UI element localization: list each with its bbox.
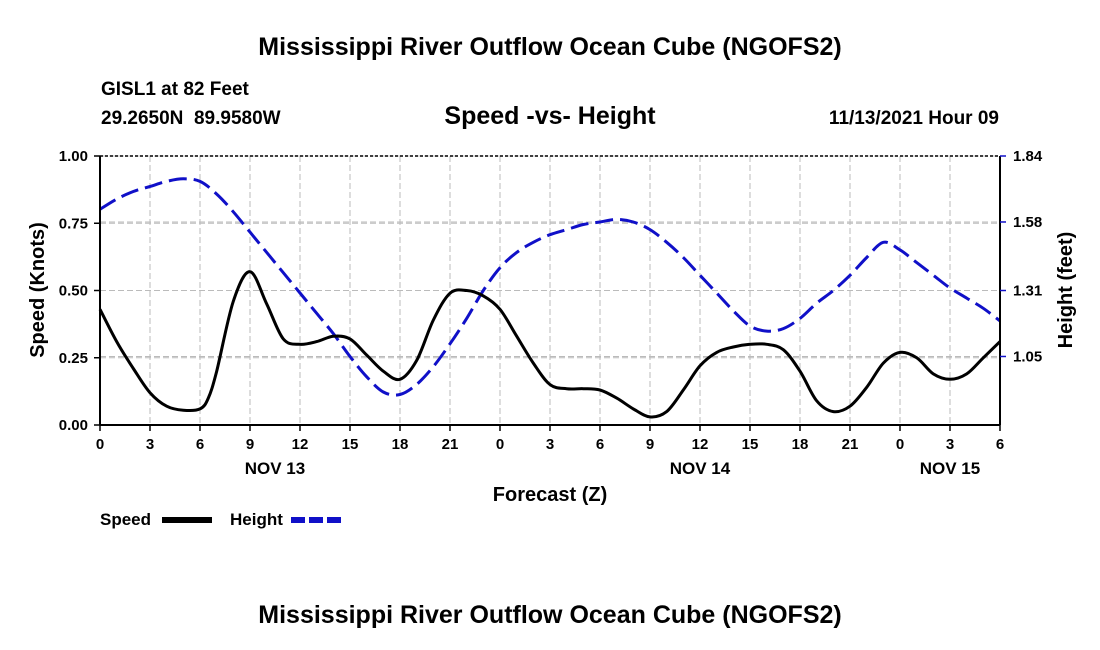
- y-tick-label: 0.50: [59, 283, 88, 300]
- series-group: [98, 177, 1002, 419]
- x-tick-label: 3: [546, 436, 554, 453]
- day-label: NOV 14: [670, 459, 731, 478]
- x-tick-label: 6: [196, 436, 204, 453]
- x-tick-label: 12: [292, 436, 309, 453]
- x-axis-label: Forecast (Z): [493, 484, 607, 506]
- x-tick-label: 3: [146, 436, 154, 453]
- footer-title: Mississippi River Outflow Ocean Cube (NG…: [258, 601, 841, 629]
- y-tick-label: 0.00: [59, 417, 88, 434]
- y-tick-label: 1.00: [59, 148, 88, 165]
- y2-axis-label: Height (feet): [1055, 232, 1077, 349]
- timestamp-label: 11/13/2021 Hour 09: [829, 108, 999, 129]
- x-tick-label: 18: [792, 436, 809, 453]
- legend-speed-label: Speed: [100, 510, 151, 529]
- x-tick-label: 0: [896, 436, 904, 453]
- series-line-speed: [98, 270, 1002, 419]
- x-tick-label: 18: [392, 436, 409, 453]
- x-tick-label: 21: [442, 436, 459, 453]
- x-tick-label: 15: [342, 436, 359, 453]
- y-axis-label: Speed (Knots): [27, 222, 49, 358]
- x-tick-label: 6: [596, 436, 604, 453]
- y2-tick-label: 1.58: [1013, 214, 1042, 231]
- y2-tick-label: 1.31: [1013, 283, 1042, 300]
- x-tick-label: 0: [496, 436, 504, 453]
- y2-tick-label: 1.84: [1013, 148, 1043, 165]
- x-tick-label: 3: [946, 436, 954, 453]
- legend-height-label: Height: [230, 510, 283, 529]
- y2-tick-label: 1.05: [1013, 348, 1042, 365]
- x-tick-label: 6: [996, 436, 1004, 453]
- legend: Speed Height: [100, 510, 342, 529]
- day-label: NOV 13: [245, 459, 305, 478]
- x-tick-label: 21: [842, 436, 859, 453]
- station-label: GISL1 at 82 Feet: [101, 79, 250, 100]
- x-tick-label: 9: [246, 436, 254, 453]
- x-tick-label: 15: [742, 436, 759, 453]
- y-tick-label: 0.25: [59, 350, 88, 367]
- chart-title: Speed -vs- Height: [444, 102, 656, 130]
- x-tick-label: 12: [692, 436, 709, 453]
- x-tick-label: 9: [646, 436, 654, 453]
- day-label: NOV 15: [920, 459, 980, 478]
- coordinates-label: 29.2650N 89.9580W: [101, 108, 281, 129]
- axes: [94, 155, 1006, 431]
- x-tick-label: 0: [96, 436, 104, 453]
- page-title: Mississippi River Outflow Ocean Cube (NG…: [258, 33, 841, 61]
- y-tick-label: 0.75: [59, 215, 88, 232]
- series-line-height: [99, 177, 1001, 397]
- tick-labels: 0 3 6 9 12 15 18 21 0 3 6 9 12 15 18 21 0 3 6 NOV 13 NOV 14 N…: [59, 148, 1043, 478]
